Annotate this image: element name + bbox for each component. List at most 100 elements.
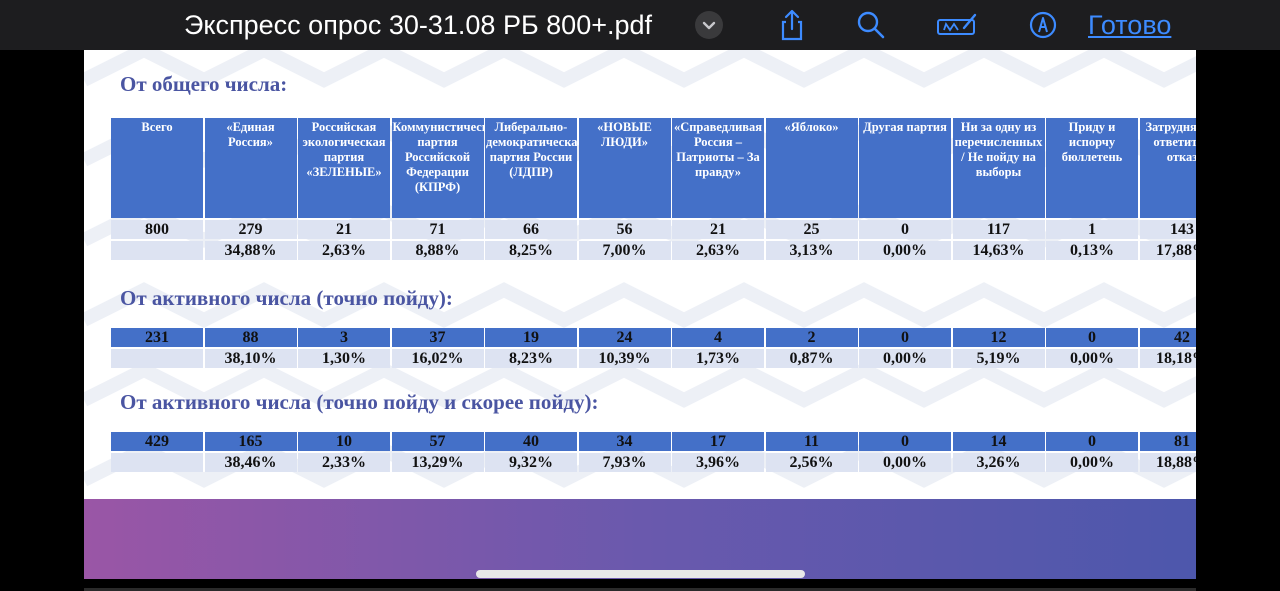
percent-cell: 13,29% [391,453,484,472]
percent-cell: 1,30% [298,349,390,368]
percent-cell [111,241,203,260]
document-title[interactable]: Экспресс опрос 30-31.08 РБ 800+.pdf [184,10,653,40]
table-row-percents: 38,10% 1,30% 16,02% 8,23% 10,39% 1,73% 0… [111,349,1196,368]
header-cell: Либерально-демократическая партия России… [485,118,577,218]
header-cell: Российская экологическая партия «ЗЕЛЕНЫЕ… [298,118,390,218]
section-title-active: От активного числа (точно пойду): [120,286,453,310]
count-cell: 42 [1139,328,1196,347]
percent-cell: 8,88% [391,241,484,260]
table-row-counts: 800 279 21 71 66 56 21 25 0 117 1 143 [111,220,1196,239]
percent-cell: 16,02% [391,349,484,368]
count-cell: 88 [204,328,297,347]
count-cell: 66 [485,220,577,239]
section-title-active-likely: От активного числа (точно пойду и скорее… [120,390,599,414]
count-cell: 0 [859,220,951,239]
header-cell: «НОВЫЕ ЛЮДИ» [578,118,671,218]
percent-cell: 5,19% [952,349,1045,368]
table-row-percents: 34,88% 2,63% 8,88% 8,25% 7,00% 2,63% 3,1… [111,241,1196,260]
annotate-icon[interactable] [1026,8,1060,42]
chevron-down-icon[interactable] [695,11,723,39]
table-row-counts: 231 88 3 37 19 24 4 2 0 12 0 42 [111,328,1196,347]
percent-cell: 10,39% [578,349,671,368]
count-cell: 279 [204,220,297,239]
header-cell: Коммунистическая партия Российской Федер… [391,118,484,218]
count-cell: 14 [952,432,1045,451]
count-cell: 21 [298,220,390,239]
percent-cell: 2,33% [298,453,390,472]
percent-cell: 8,23% [485,349,577,368]
percent-cell: 0,00% [1046,453,1138,472]
percent-cell: 0,87% [765,349,858,368]
count-cell: 12 [952,328,1045,347]
count-cell: 25 [765,220,858,239]
count-cell: 71 [391,220,484,239]
header-cell: «Яблоко» [765,118,858,218]
count-cell: 10 [298,432,390,451]
percent-cell: 2,63% [298,241,390,260]
section-title-total: От общего числа: [120,72,288,96]
percent-cell: 3,13% [765,241,858,260]
count-cell: 0 [1046,328,1138,347]
count-cell: 117 [952,220,1045,239]
done-button[interactable]: Готово [1088,10,1172,40]
header-cell: Приду и испорчу бюллетень [1046,118,1138,218]
table-total: Всего «Единая Россия» Российская экологи… [111,118,1196,260]
percent-cell: 0,00% [859,349,951,368]
count-cell: 0 [859,432,951,451]
percent-cell: 8,25% [485,241,577,260]
table-row-percents: 38,46% 2,33% 13,29% 9,32% 7,93% 3,96% 2,… [111,453,1196,472]
count-cell: 1 [1046,220,1138,239]
percent-cell: 1,73% [672,349,764,368]
page-edge [84,588,1196,591]
search-icon[interactable] [854,8,888,42]
count-cell: 0 [1046,432,1138,451]
count-cell: 4 [672,328,764,347]
percent-cell: 0,00% [1046,349,1138,368]
count-cell: 34 [578,432,671,451]
percent-cell: 9,32% [485,453,577,472]
table-row-counts: 429 165 10 57 40 34 17 11 0 14 0 81 [111,432,1196,451]
count-cell: 2 [765,328,858,347]
markup-icon[interactable] [936,8,978,42]
scroll-indicator[interactable] [476,570,805,578]
page-footer-band [84,499,1196,579]
count-cell: 11 [765,432,858,451]
count-cell: 165 [204,432,297,451]
count-cell: 56 [578,220,671,239]
pdf-page: От общего числа: Всего «Единая Россия» Р… [84,50,1196,499]
percent-cell: 2,63% [672,241,764,260]
percent-cell: 18,18% [1139,349,1196,368]
percent-cell: 38,10% [204,349,297,368]
count-cell: 143 [1139,220,1196,239]
percent-cell: 34,88% [204,241,297,260]
count-cell: 231 [111,328,203,347]
count-cell: 40 [485,432,577,451]
percent-cell: 3,96% [672,453,764,472]
count-cell: 37 [391,328,484,347]
header-cell: «Единая Россия» [204,118,297,218]
count-cell: 21 [672,220,764,239]
share-icon[interactable] [775,8,809,42]
percent-cell [111,349,203,368]
percent-cell: 2,56% [765,453,858,472]
header-cell: Ни за одну из перечисленных / Не пойду н… [952,118,1045,218]
header-cell: Всего [111,118,203,218]
percent-cell: 0,00% [859,453,951,472]
count-cell: 81 [1139,432,1196,451]
percent-cell: 0,13% [1046,241,1138,260]
count-cell: 24 [578,328,671,347]
header-cell: Другая партия [859,118,951,218]
percent-cell: 14,63% [952,241,1045,260]
percent-cell: 7,93% [578,453,671,472]
percent-cell: 17,88% [1139,241,1196,260]
table-header-row: Всего «Единая Россия» Российская экологи… [111,118,1196,218]
table-active-likely: 429 165 10 57 40 34 17 11 0 14 0 81 38,4… [111,432,1196,472]
toolbar: Экспресс опрос 30-31.08 РБ 800+.pdf Гото… [0,0,1280,50]
percent-cell: 18,88% [1139,453,1196,472]
count-cell: 57 [391,432,484,451]
percent-cell: 0,00% [859,241,951,260]
table-active: 231 88 3 37 19 24 4 2 0 12 0 42 38,10% 1… [111,328,1196,368]
percent-cell [111,453,203,472]
count-cell: 429 [111,432,203,451]
count-cell: 19 [485,328,577,347]
